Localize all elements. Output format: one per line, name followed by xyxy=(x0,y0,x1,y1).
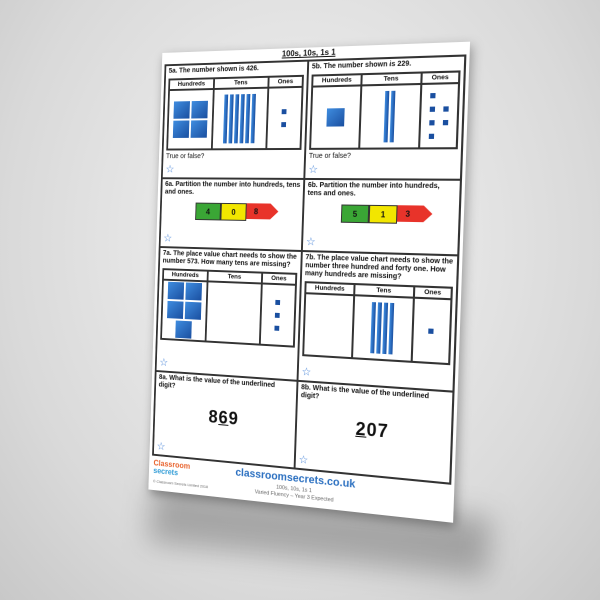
block xyxy=(326,108,345,127)
follow-up: True or false? xyxy=(308,152,352,160)
question-text: 7a. The place value chart needs to show … xyxy=(162,249,297,269)
question-text: 5b. The number shown is 229. xyxy=(311,60,412,71)
digit: 9 xyxy=(228,408,240,429)
worksheet: 100s, 10s, 1s 1 5a. The number shown is … xyxy=(148,41,471,523)
column-header: Ones xyxy=(268,75,303,88)
question-cell: 7a. The place value chart needs to show … xyxy=(155,247,302,381)
digit-box: 8 xyxy=(246,203,278,219)
column xyxy=(411,297,452,365)
place-value-chart: Hundreds Tens Ones xyxy=(166,74,304,151)
question-text: 6b. Partition the number into hundreds, … xyxy=(307,181,440,198)
block xyxy=(184,301,202,320)
block xyxy=(429,120,435,126)
star-icon: ☆ xyxy=(156,440,166,454)
block xyxy=(383,90,390,143)
digit-box: 1 xyxy=(368,204,398,224)
block xyxy=(281,109,287,115)
block xyxy=(275,312,281,318)
column xyxy=(161,279,208,342)
star-icon: ☆ xyxy=(301,366,312,379)
block xyxy=(370,302,377,354)
question-cell: 8a. What is the value of the underlined … xyxy=(152,370,298,469)
block xyxy=(428,327,434,334)
block xyxy=(234,94,240,144)
question-cell: 5b. The number shown is 229. Hundreds Tens… xyxy=(304,55,466,180)
block xyxy=(382,302,389,355)
star-icon: ☆ xyxy=(163,232,173,245)
place-value-chart: Hundreds Tens Ones xyxy=(160,268,298,348)
question-cell: 5a. The number shown is 426. Hundreds Tens… xyxy=(161,60,309,179)
question-grid: 5a. The number shown is 426. Hundreds Tens… xyxy=(152,54,467,485)
block xyxy=(239,94,246,144)
block xyxy=(223,94,229,144)
block xyxy=(173,101,190,119)
block xyxy=(167,281,185,300)
block xyxy=(185,282,202,301)
block xyxy=(430,93,436,99)
block xyxy=(250,93,257,144)
digit-box: 3 xyxy=(397,205,433,222)
block xyxy=(442,119,449,126)
digit-box: 5 xyxy=(340,204,370,224)
question-cell: 7b. The place value chart needs to show … xyxy=(297,251,459,392)
question-cell: 6b. Partition the number into hundreds, … xyxy=(301,178,461,256)
digit: 2 xyxy=(355,418,367,440)
column xyxy=(205,281,262,345)
block xyxy=(428,133,435,139)
column xyxy=(310,85,362,149)
question-cell: 6a. Partition the number into hundreds, … xyxy=(159,178,305,252)
question-text: 5a. The number shown is 426. xyxy=(168,65,259,75)
place-value-chart: Hundreds Tens Ones xyxy=(309,70,461,150)
column xyxy=(167,89,214,150)
star-icon: ☆ xyxy=(298,453,309,467)
column xyxy=(351,295,414,362)
column-header: Ones xyxy=(421,71,460,84)
digit: 8 xyxy=(208,406,219,427)
column xyxy=(418,83,460,149)
digit-box: 0 xyxy=(220,202,247,221)
digit: 0 xyxy=(366,419,378,441)
column xyxy=(211,87,269,150)
block xyxy=(376,302,383,354)
star-icon: ☆ xyxy=(308,163,319,177)
number: 869 xyxy=(158,403,293,435)
column xyxy=(259,283,296,347)
star-icon: ☆ xyxy=(165,163,175,176)
block xyxy=(275,299,281,305)
block xyxy=(190,120,208,138)
block xyxy=(228,94,234,144)
number: 207 xyxy=(300,414,449,448)
question-text: 6a. Partition the number into hundreds, … xyxy=(164,181,301,196)
question-text: 7b. The place value chart needs to show … xyxy=(304,254,454,281)
column xyxy=(303,293,355,359)
block xyxy=(274,325,280,331)
block xyxy=(166,300,184,319)
block xyxy=(388,302,395,355)
block xyxy=(443,106,449,112)
star-icon: ☆ xyxy=(159,356,169,369)
follow-up: True or false? xyxy=(165,153,205,161)
star-icon: ☆ xyxy=(305,236,316,249)
digit: 7 xyxy=(377,420,390,442)
question-cell: 8b. What is the value of the underlined … xyxy=(294,380,454,484)
block xyxy=(172,120,190,138)
block xyxy=(191,100,208,119)
block xyxy=(175,320,192,339)
block xyxy=(245,94,251,144)
column xyxy=(266,86,303,150)
block xyxy=(429,106,435,112)
place-value-chart: Hundreds Tens Ones xyxy=(302,281,453,366)
block xyxy=(281,122,287,128)
digit-box: 4 xyxy=(195,202,222,221)
column xyxy=(359,83,422,149)
block xyxy=(389,90,396,143)
digit: 6 xyxy=(218,407,229,428)
